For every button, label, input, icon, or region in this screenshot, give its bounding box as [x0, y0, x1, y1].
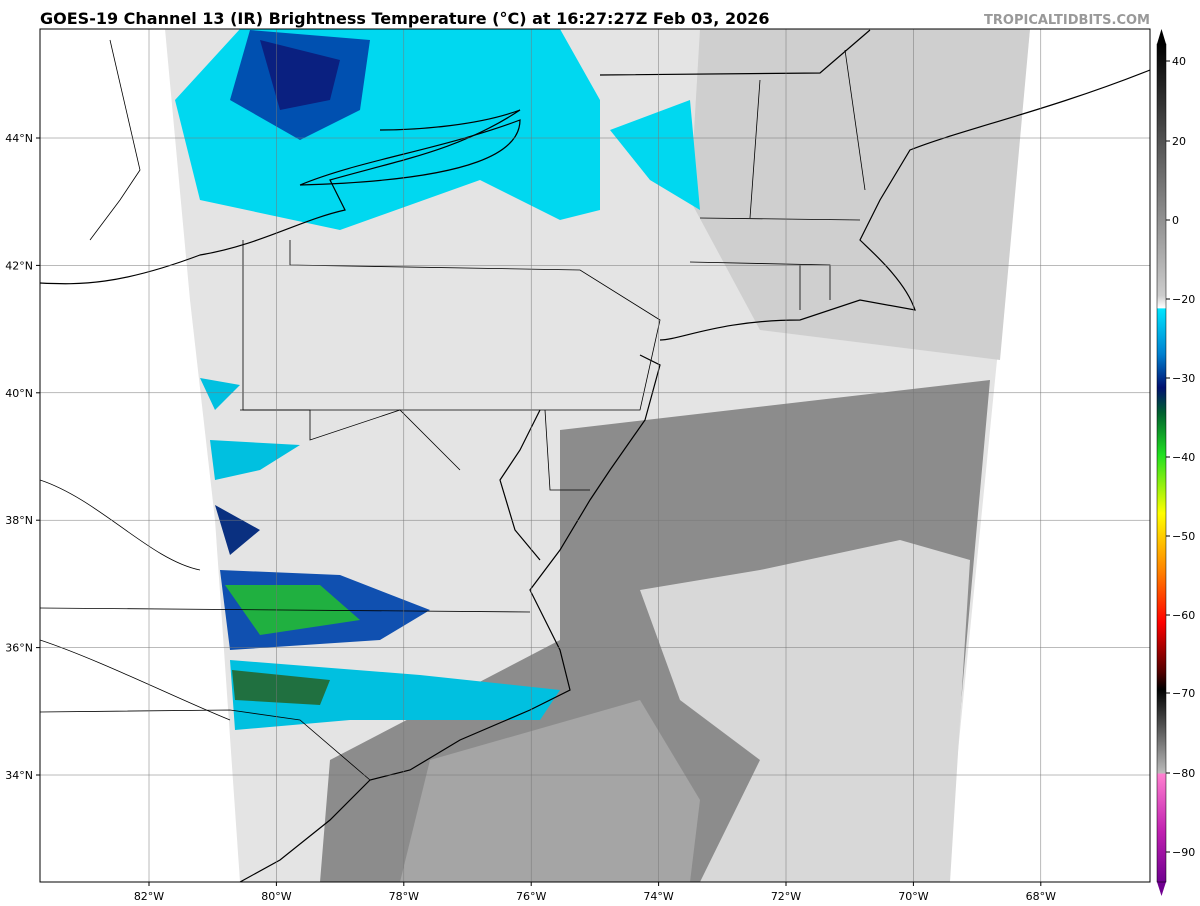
lon-label: 70°W	[898, 890, 928, 903]
credit: TROPICALTIDBITS.COM	[984, 13, 1150, 28]
colorbar-tick-label: −30	[1172, 372, 1195, 385]
colorbar-tick-label: 0	[1172, 214, 1179, 227]
lon-label: 72°W	[771, 890, 801, 903]
colorbar-tick-label: 20	[1172, 135, 1186, 148]
colorbar-tick-label: −80	[1172, 767, 1195, 780]
lat-label: 38°N	[5, 514, 33, 527]
colorbar-tick-label: −40	[1172, 451, 1195, 464]
colorbar-tick-label: −20	[1172, 293, 1195, 306]
colorbar-tick-label: −90	[1172, 846, 1195, 859]
lat-label: 36°N	[5, 642, 33, 655]
graticule: 44°N 42°N 40°N 38°N 36°N 34°N 82°W 80°W 78°W 76°W…	[5, 29, 1150, 903]
colorbar-ticks: 40 20 0 −20 −30 −40 −50 −60 −70 −80 −90	[1166, 55, 1195, 859]
lon-label: 78°W	[389, 890, 419, 903]
colorbar-tick-label: −60	[1172, 609, 1195, 622]
lat-label: 44°N	[5, 132, 33, 145]
title: GOES-19 Channel 13 (IR) Brightness Tempe…	[40, 9, 769, 28]
lon-label: 68°W	[1026, 890, 1056, 903]
lat-label: 40°N	[5, 387, 33, 400]
map-outlines	[40, 29, 1150, 882]
lon-label: 74°W	[643, 890, 673, 903]
satellite-image	[40, 29, 1150, 882]
lat-label: 42°N	[5, 259, 33, 272]
colorbar-tick-label: −70	[1172, 687, 1195, 700]
lon-label: 82°W	[134, 890, 164, 903]
colorbar-tick-label: −50	[1172, 530, 1195, 543]
colorbar	[1156, 29, 1167, 896]
lon-label: 76°W	[516, 890, 546, 903]
map-frame	[39, 28, 1151, 883]
colorbar-tick-label: 40	[1172, 55, 1186, 68]
lon-label: 80°W	[261, 890, 291, 903]
lat-label: 34°N	[5, 769, 33, 782]
